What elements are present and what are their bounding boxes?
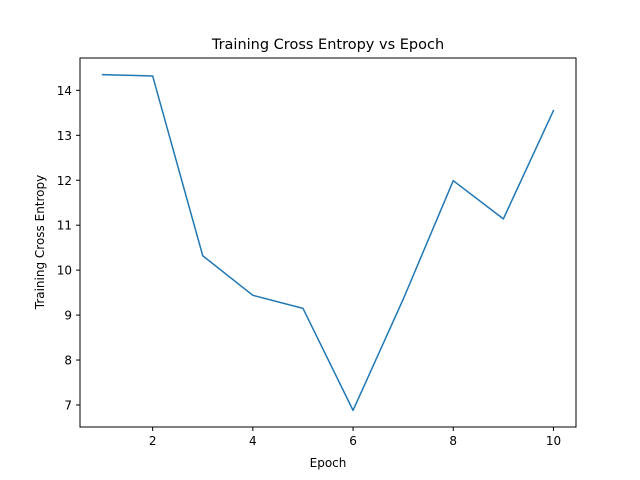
chart-title: Training Cross Entropy vs Epoch bbox=[211, 37, 444, 53]
y-tick-label: 10 bbox=[57, 264, 72, 278]
axes-frame bbox=[79, 57, 577, 428]
y-tick-label: 11 bbox=[57, 219, 72, 233]
x-tick-label: 8 bbox=[449, 434, 457, 448]
y-tick-label: 14 bbox=[57, 84, 72, 98]
x-tick-label: 6 bbox=[349, 434, 357, 448]
series-line-0 bbox=[101, 73, 555, 412]
y-tick-label: 13 bbox=[57, 129, 72, 143]
x-tick-label: 2 bbox=[149, 434, 157, 448]
x-tick-label: 10 bbox=[546, 434, 561, 448]
y-tick-label: 7 bbox=[64, 398, 72, 412]
y-tick-label: 9 bbox=[64, 309, 72, 323]
x-tick-label: 4 bbox=[249, 434, 257, 448]
plot-area: 2 4 6 8 10 7 8 9 10 11 12 13 14 bbox=[57, 57, 577, 448]
y-tick-label: 8 bbox=[64, 354, 72, 368]
x-axis-label: Epoch bbox=[310, 456, 347, 470]
y-axis-label: Training Cross Entropy bbox=[33, 175, 47, 311]
y-tick-label: 12 bbox=[57, 174, 72, 188]
